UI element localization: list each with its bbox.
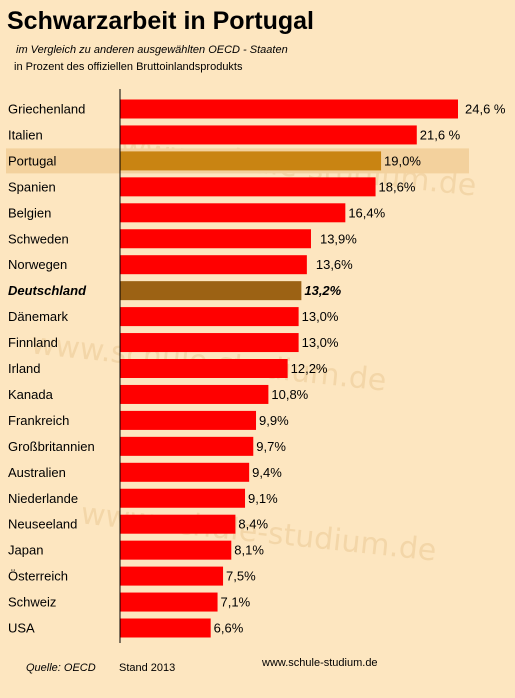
value-label-griechenland: 24,6 %: [465, 102, 506, 117]
value-label-belgien: 16,4%: [348, 205, 385, 220]
category-label-daenemark: Dänemark: [8, 309, 68, 324]
bar-griechenland: [120, 99, 458, 119]
category-label-irland: Irland: [8, 361, 41, 376]
category-label-schweiz: Schweiz: [8, 595, 56, 610]
category-label-italien: Italien: [8, 127, 43, 142]
category-label-niederlande: Niederlande: [8, 491, 78, 506]
bar-portugal: [120, 151, 382, 171]
bar-oesterreich: [120, 566, 224, 586]
category-label-japan: Japan: [8, 543, 43, 558]
bar-schweiz: [120, 592, 218, 612]
bar-australien: [120, 462, 250, 482]
bar-frankreich: [120, 410, 257, 430]
chart-subtitle-unit: in Prozent des offiziellen Bruttoinlands…: [14, 61, 243, 73]
bar-finnland: [120, 333, 299, 353]
value-label-italien: 21,6 %: [420, 127, 461, 142]
category-label-griechenland: Griechenland: [8, 102, 85, 117]
category-label-belgien: Belgien: [8, 205, 51, 220]
category-label-deutschland: Deutschland: [8, 283, 87, 298]
category-label-australien: Australien: [8, 465, 66, 480]
chart-title: Schwarzarbeit in Portugal: [7, 7, 315, 35]
category-label-oesterreich: Österreich: [8, 569, 68, 584]
value-label-spanien: 18,6%: [379, 179, 416, 194]
value-label-finnland: 13,0%: [302, 335, 339, 350]
bar-kanada: [120, 384, 269, 404]
bar-grossbritannien: [120, 436, 254, 456]
bar-japan: [120, 540, 232, 560]
value-label-schweiz: 7,1%: [221, 595, 251, 610]
bar-belgien: [120, 203, 346, 223]
bar-irland: [120, 359, 288, 378]
chart-subtitle: im Vergleich zu anderen ausgewählten OEC…: [16, 44, 288, 56]
bar-norwegen: [120, 255, 307, 275]
value-label-portugal: 19,0%: [384, 153, 421, 168]
value-label-frankreich: 9,9%: [259, 413, 289, 428]
category-label-frankreich: Frankreich: [8, 413, 69, 428]
value-label-kanada: 10,8%: [271, 387, 308, 402]
footer-source: Quelle: OECD: [26, 662, 96, 674]
footer-url: www.schule-studium.de: [262, 657, 378, 669]
category-label-grossbritannien: Großbritannien: [8, 439, 95, 454]
category-label-kanada: Kanada: [8, 387, 54, 402]
category-label-usa: USA: [8, 621, 35, 636]
value-label-irland: 12,2%: [291, 361, 328, 376]
bar-deutschland: [120, 281, 302, 301]
category-label-schweden: Schweden: [8, 231, 69, 246]
bar-usa: [120, 618, 211, 638]
value-label-australien: 9,4%: [252, 465, 282, 480]
value-label-daenemark: 13,0%: [302, 309, 339, 324]
category-label-neuseeland: Neuseeland: [8, 517, 77, 532]
value-label-niederlande: 9,1%: [248, 491, 278, 506]
value-label-oesterreich: 7,5%: [226, 569, 256, 584]
value-label-japan: 8,1%: [234, 543, 264, 558]
category-label-finnland: Finnland: [8, 335, 58, 350]
bar-schweden: [120, 229, 311, 249]
bar-daenemark: [120, 307, 299, 327]
bar-neuseeland: [120, 514, 236, 534]
value-label-grossbritannien: 9,7%: [256, 439, 286, 454]
category-label-portugal: Portugal: [8, 153, 57, 168]
bar-spanien: [120, 177, 376, 197]
value-label-neuseeland: 8,4%: [238, 517, 268, 532]
bar-italien: [120, 125, 417, 145]
value-label-deutschland: 13,2%: [304, 283, 341, 298]
category-label-spanien: Spanien: [8, 179, 56, 194]
value-label-schweden: 13,9%: [320, 231, 357, 246]
bar-niederlande: [120, 488, 246, 508]
footer-date: Stand 2013: [119, 662, 176, 674]
value-label-usa: 6,6%: [214, 621, 244, 636]
value-label-norwegen: 13,6%: [316, 257, 353, 272]
category-label-norwegen: Norwegen: [8, 257, 67, 272]
